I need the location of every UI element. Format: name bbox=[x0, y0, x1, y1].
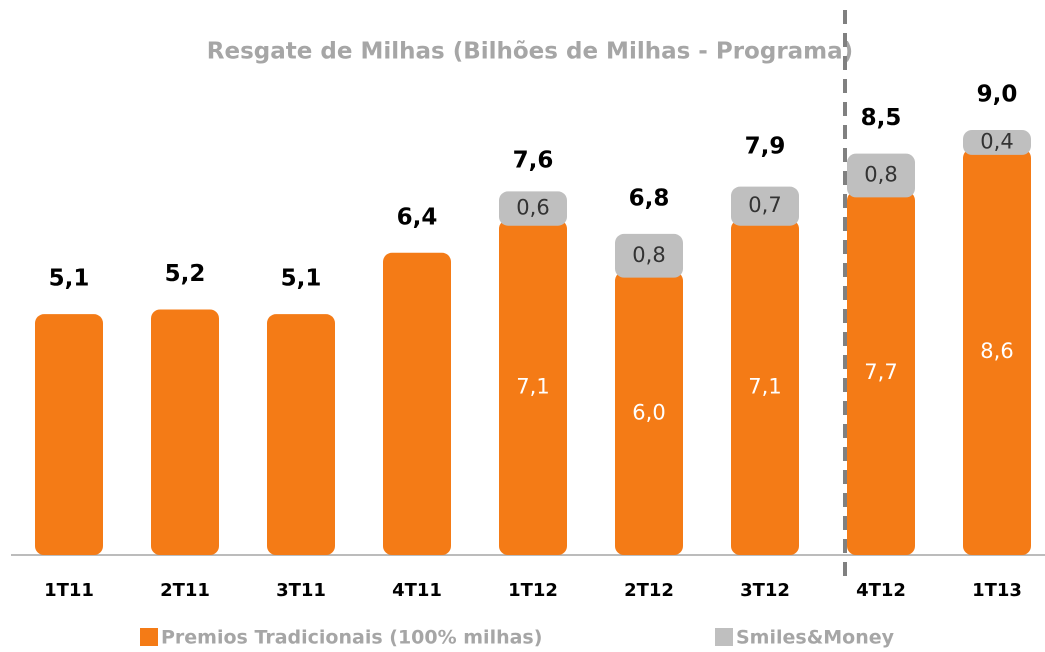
total-label: 8,5 bbox=[861, 105, 902, 131]
total-label: 6,8 bbox=[629, 185, 670, 211]
segment-label: 8,6 bbox=[980, 339, 1013, 363]
x-tick-label: 2T11 bbox=[160, 580, 210, 601]
segment-label: 0,8 bbox=[864, 163, 897, 187]
bar-segment bbox=[615, 233, 683, 278]
chart-title: Resgate de Milhas (Bilhões de Milhas - P… bbox=[207, 39, 853, 65]
bar-segment bbox=[383, 252, 451, 555]
segment-label: 6,0 bbox=[632, 400, 665, 424]
bar-segment bbox=[151, 309, 219, 555]
segment-label: 7,7 bbox=[864, 360, 897, 384]
x-tick-label: 4T11 bbox=[392, 580, 442, 601]
bar-segment bbox=[731, 186, 799, 226]
total-label: 5,1 bbox=[281, 266, 322, 292]
x-tick-label: 1T13 bbox=[972, 580, 1022, 601]
legend-swatch bbox=[715, 628, 733, 646]
x-tick-label: 4T12 bbox=[856, 580, 906, 601]
bar-segment bbox=[847, 191, 915, 555]
segment-label: 7,1 bbox=[516, 374, 549, 398]
total-label: 9,0 bbox=[977, 82, 1018, 108]
total-label: 7,6 bbox=[513, 148, 554, 174]
legend-swatch bbox=[140, 628, 158, 646]
bar-segment bbox=[267, 314, 335, 555]
total-label: 5,2 bbox=[165, 261, 206, 287]
bar-segment bbox=[35, 314, 103, 555]
total-label: 5,1 bbox=[49, 266, 90, 292]
segment-label: 0,7 bbox=[748, 193, 781, 217]
total-label: 7,9 bbox=[745, 133, 786, 159]
x-tick-label: 1T12 bbox=[508, 580, 558, 601]
total-label: 6,4 bbox=[397, 204, 438, 230]
legend-label: Premios Tradicionais (100% milhas) bbox=[161, 627, 542, 649]
bar-segment bbox=[963, 130, 1031, 155]
segment-label: 0,6 bbox=[516, 196, 549, 220]
x-tick-label: 1T11 bbox=[44, 580, 94, 601]
bar-segment bbox=[847, 153, 915, 198]
bar-segment bbox=[499, 191, 567, 226]
bar-segment bbox=[963, 148, 1031, 555]
bar-segment bbox=[499, 219, 567, 555]
segment-label: 0,4 bbox=[980, 129, 1013, 153]
segment-label: 0,8 bbox=[632, 243, 665, 267]
x-tick-label: 2T12 bbox=[624, 580, 674, 601]
x-tick-label: 3T12 bbox=[740, 580, 790, 601]
bar-segment bbox=[615, 271, 683, 555]
bar-segment bbox=[731, 219, 799, 555]
x-tick-label: 3T11 bbox=[276, 580, 326, 601]
segment-label: 7,1 bbox=[748, 374, 781, 398]
legend-label: Smiles&Money bbox=[736, 627, 895, 649]
